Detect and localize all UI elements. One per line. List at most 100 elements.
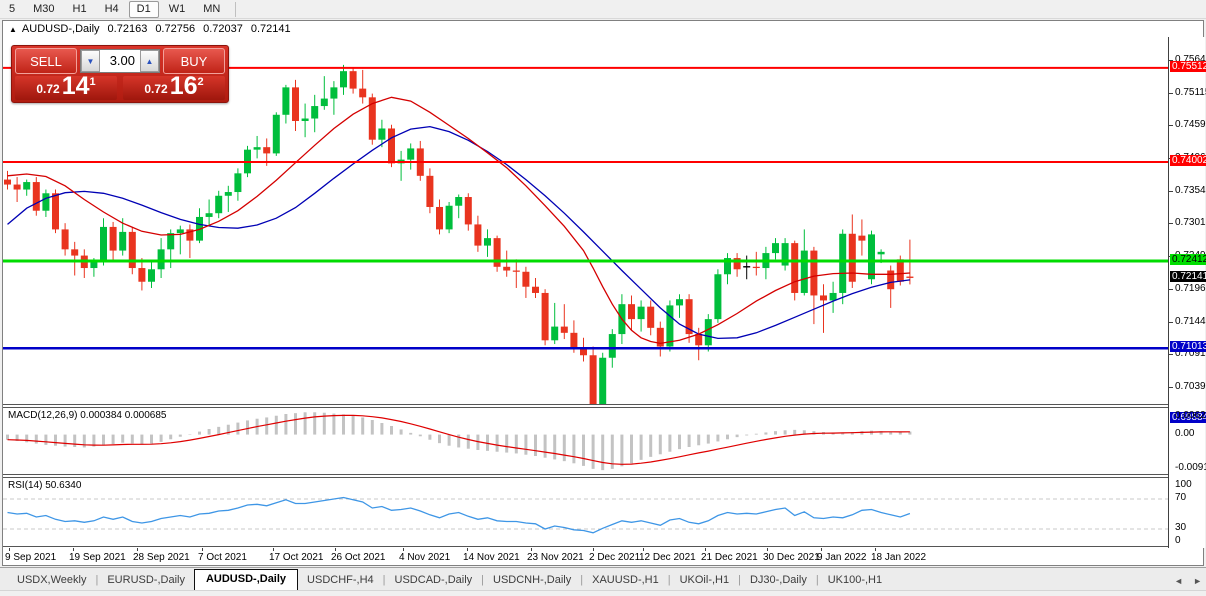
timeframe-button-h1[interactable]: H1 <box>72 3 87 15</box>
date-axis-tick-label: 14 Nov 2021 <box>463 552 520 563</box>
timeframe-button-d1[interactable]: D1 <box>128 0 159 18</box>
chart-tab-dj30-daily[interactable]: DJ30-,Daily <box>749 574 807 586</box>
candle-body <box>906 276 914 278</box>
date-axis-tick-label: 21 Dec 2021 <box>701 552 758 563</box>
candle-body <box>493 238 501 267</box>
tab-scroll-arrows: ◄ ► <box>1174 576 1202 586</box>
sell-price-display[interactable]: 0.72 14 1 <box>15 72 117 100</box>
date-axis-tick-label: 2 Dec 2021 <box>589 552 641 563</box>
timeframe-button-m30[interactable]: M30 <box>33 3 55 15</box>
candle-body <box>311 106 319 119</box>
date-axis-tick-label: 7 Oct 2021 <box>198 552 247 563</box>
timeframe-button-h4[interactable]: H4 <box>104 3 119 15</box>
candle-body <box>407 148 415 160</box>
candle-body <box>666 305 674 347</box>
candle-body <box>570 332 578 348</box>
candle-body <box>724 258 731 275</box>
chart-tab-usdchf-h4[interactable]: USDCHF-,H4 <box>307 574 374 586</box>
rsi-axis-label: 100 <box>1175 479 1192 490</box>
chart-tab-audusd-daily[interactable]: AUDUSD-,Daily <box>193 569 299 590</box>
candle-body <box>272 114 280 154</box>
sell-price-pips: 14 <box>61 72 90 100</box>
candle-body <box>551 326 559 341</box>
timeframe-button-mn[interactable]: MN <box>203 3 221 15</box>
buy-price-point: 2 <box>197 76 204 88</box>
chart-tab-usdx-weekly[interactable]: USDX,Weekly <box>17 574 87 586</box>
chart-tab-usdcad-daily[interactable]: USDCAD-,Daily <box>394 574 473 586</box>
ohlc-close: 0.72141 <box>250 23 291 35</box>
price-line-label: 0.72141 <box>1170 270 1206 282</box>
price-axis-tick <box>1169 387 1173 389</box>
tab-scroll-left-icon[interactable]: ◄ <box>1174 576 1184 586</box>
candle-body <box>522 271 530 287</box>
candle-body <box>810 250 818 296</box>
candle-body <box>224 192 232 196</box>
candle-body <box>800 250 808 293</box>
candle-body <box>109 226 117 251</box>
chart-tab-usdcnh-daily[interactable]: USDCNH-,Daily <box>493 574 572 586</box>
buy-button[interactable]: BUY <box>163 48 225 74</box>
candle-body <box>32 182 40 211</box>
date-axis[interactable]: 9 Sep 2021 19 Sep 2021 28 Sep 2021 7 Oct 20… <box>3 548 1168 565</box>
ma-fast-line <box>7 96 910 345</box>
candle-body <box>320 98 328 107</box>
timeframe-toolbar: 5 M30 H1 H4 D1 W1 MN <box>0 0 1206 19</box>
candle-body <box>704 319 712 346</box>
buy-price-display[interactable]: 0.72 16 2 <box>123 74 225 100</box>
rsi-indicator-pane[interactable]: RSI(14) 50.6340 <box>3 477 1168 547</box>
chart-tab-eurusd-daily[interactable]: EURUSD-,Daily <box>107 574 185 586</box>
timeframe-button-5[interactable]: 5 <box>9 3 16 15</box>
chart-tab-xauusd-h1[interactable]: XAUUSD-,H1 <box>592 574 659 586</box>
volume-increase-icon[interactable]: ▲ <box>140 50 159 72</box>
date-axis-tick <box>531 548 532 551</box>
timeframe-button-w1[interactable]: W1 <box>168 3 186 15</box>
candle-body <box>234 173 242 193</box>
candle-body <box>186 229 194 241</box>
candle-body <box>282 87 290 115</box>
macd-indicator-pane[interactable]: MACD(12,26,9) 0.000384 0.000685 <box>3 407 1168 475</box>
candle-body <box>4 179 11 185</box>
candle-body <box>733 258 741 270</box>
price-axis-tick <box>1169 125 1173 127</box>
candle-body <box>464 197 472 225</box>
candle-body <box>215 195 223 214</box>
collapse-panel-icon[interactable]: ▲ <box>9 24 17 34</box>
candle-body <box>445 205 453 230</box>
macd-label: MACD(12,26,9) 0.000384 0.000685 <box>8 410 167 421</box>
candle-body <box>90 261 98 269</box>
sell-button[interactable]: SELL <box>15 48 77 74</box>
candle-body <box>340 71 347 88</box>
tab-separator: | <box>580 574 584 586</box>
candle-body <box>349 71 357 89</box>
toolbar-separator <box>235 1 237 17</box>
date-axis-tick-label: 9 Sep 2021 <box>5 552 57 563</box>
candle-body <box>484 238 491 246</box>
volume-decrease-icon[interactable]: ▼ <box>81 50 100 72</box>
rsi-line <box>7 496 911 534</box>
price-axis-tick <box>1169 92 1173 94</box>
candle-body <box>61 229 69 250</box>
date-axis-tick-label: 26 Oct 2021 <box>331 552 386 563</box>
chart-tab-ukoil-h1[interactable]: UKOil-,H1 <box>679 574 730 586</box>
price-axis-tick <box>1169 354 1173 356</box>
candle-body <box>368 97 376 140</box>
candle-body <box>359 88 367 98</box>
price-line-label: 0.71013 <box>1170 341 1206 353</box>
tab-separator: | <box>738 574 741 586</box>
candle-body <box>128 231 136 269</box>
rsi-label: RSI(14) 50.6340 <box>8 480 82 491</box>
candle-body <box>896 259 904 282</box>
volume-input[interactable]: 3.00 <box>100 50 140 72</box>
tab-scroll-right-icon[interactable]: ► <box>1193 576 1202 586</box>
tab-separator: | <box>481 574 485 586</box>
chart-tab-uk100-h1[interactable]: UK100-,H1 <box>827 574 883 586</box>
candle-body <box>714 274 722 320</box>
macd-axis-label: -0.009197 <box>1175 462 1206 473</box>
price-axis[interactable]: 0.756400.751150.745900.740650.735400.730… <box>1168 37 1206 548</box>
ohlc-low: 0.72037 <box>203 23 243 35</box>
